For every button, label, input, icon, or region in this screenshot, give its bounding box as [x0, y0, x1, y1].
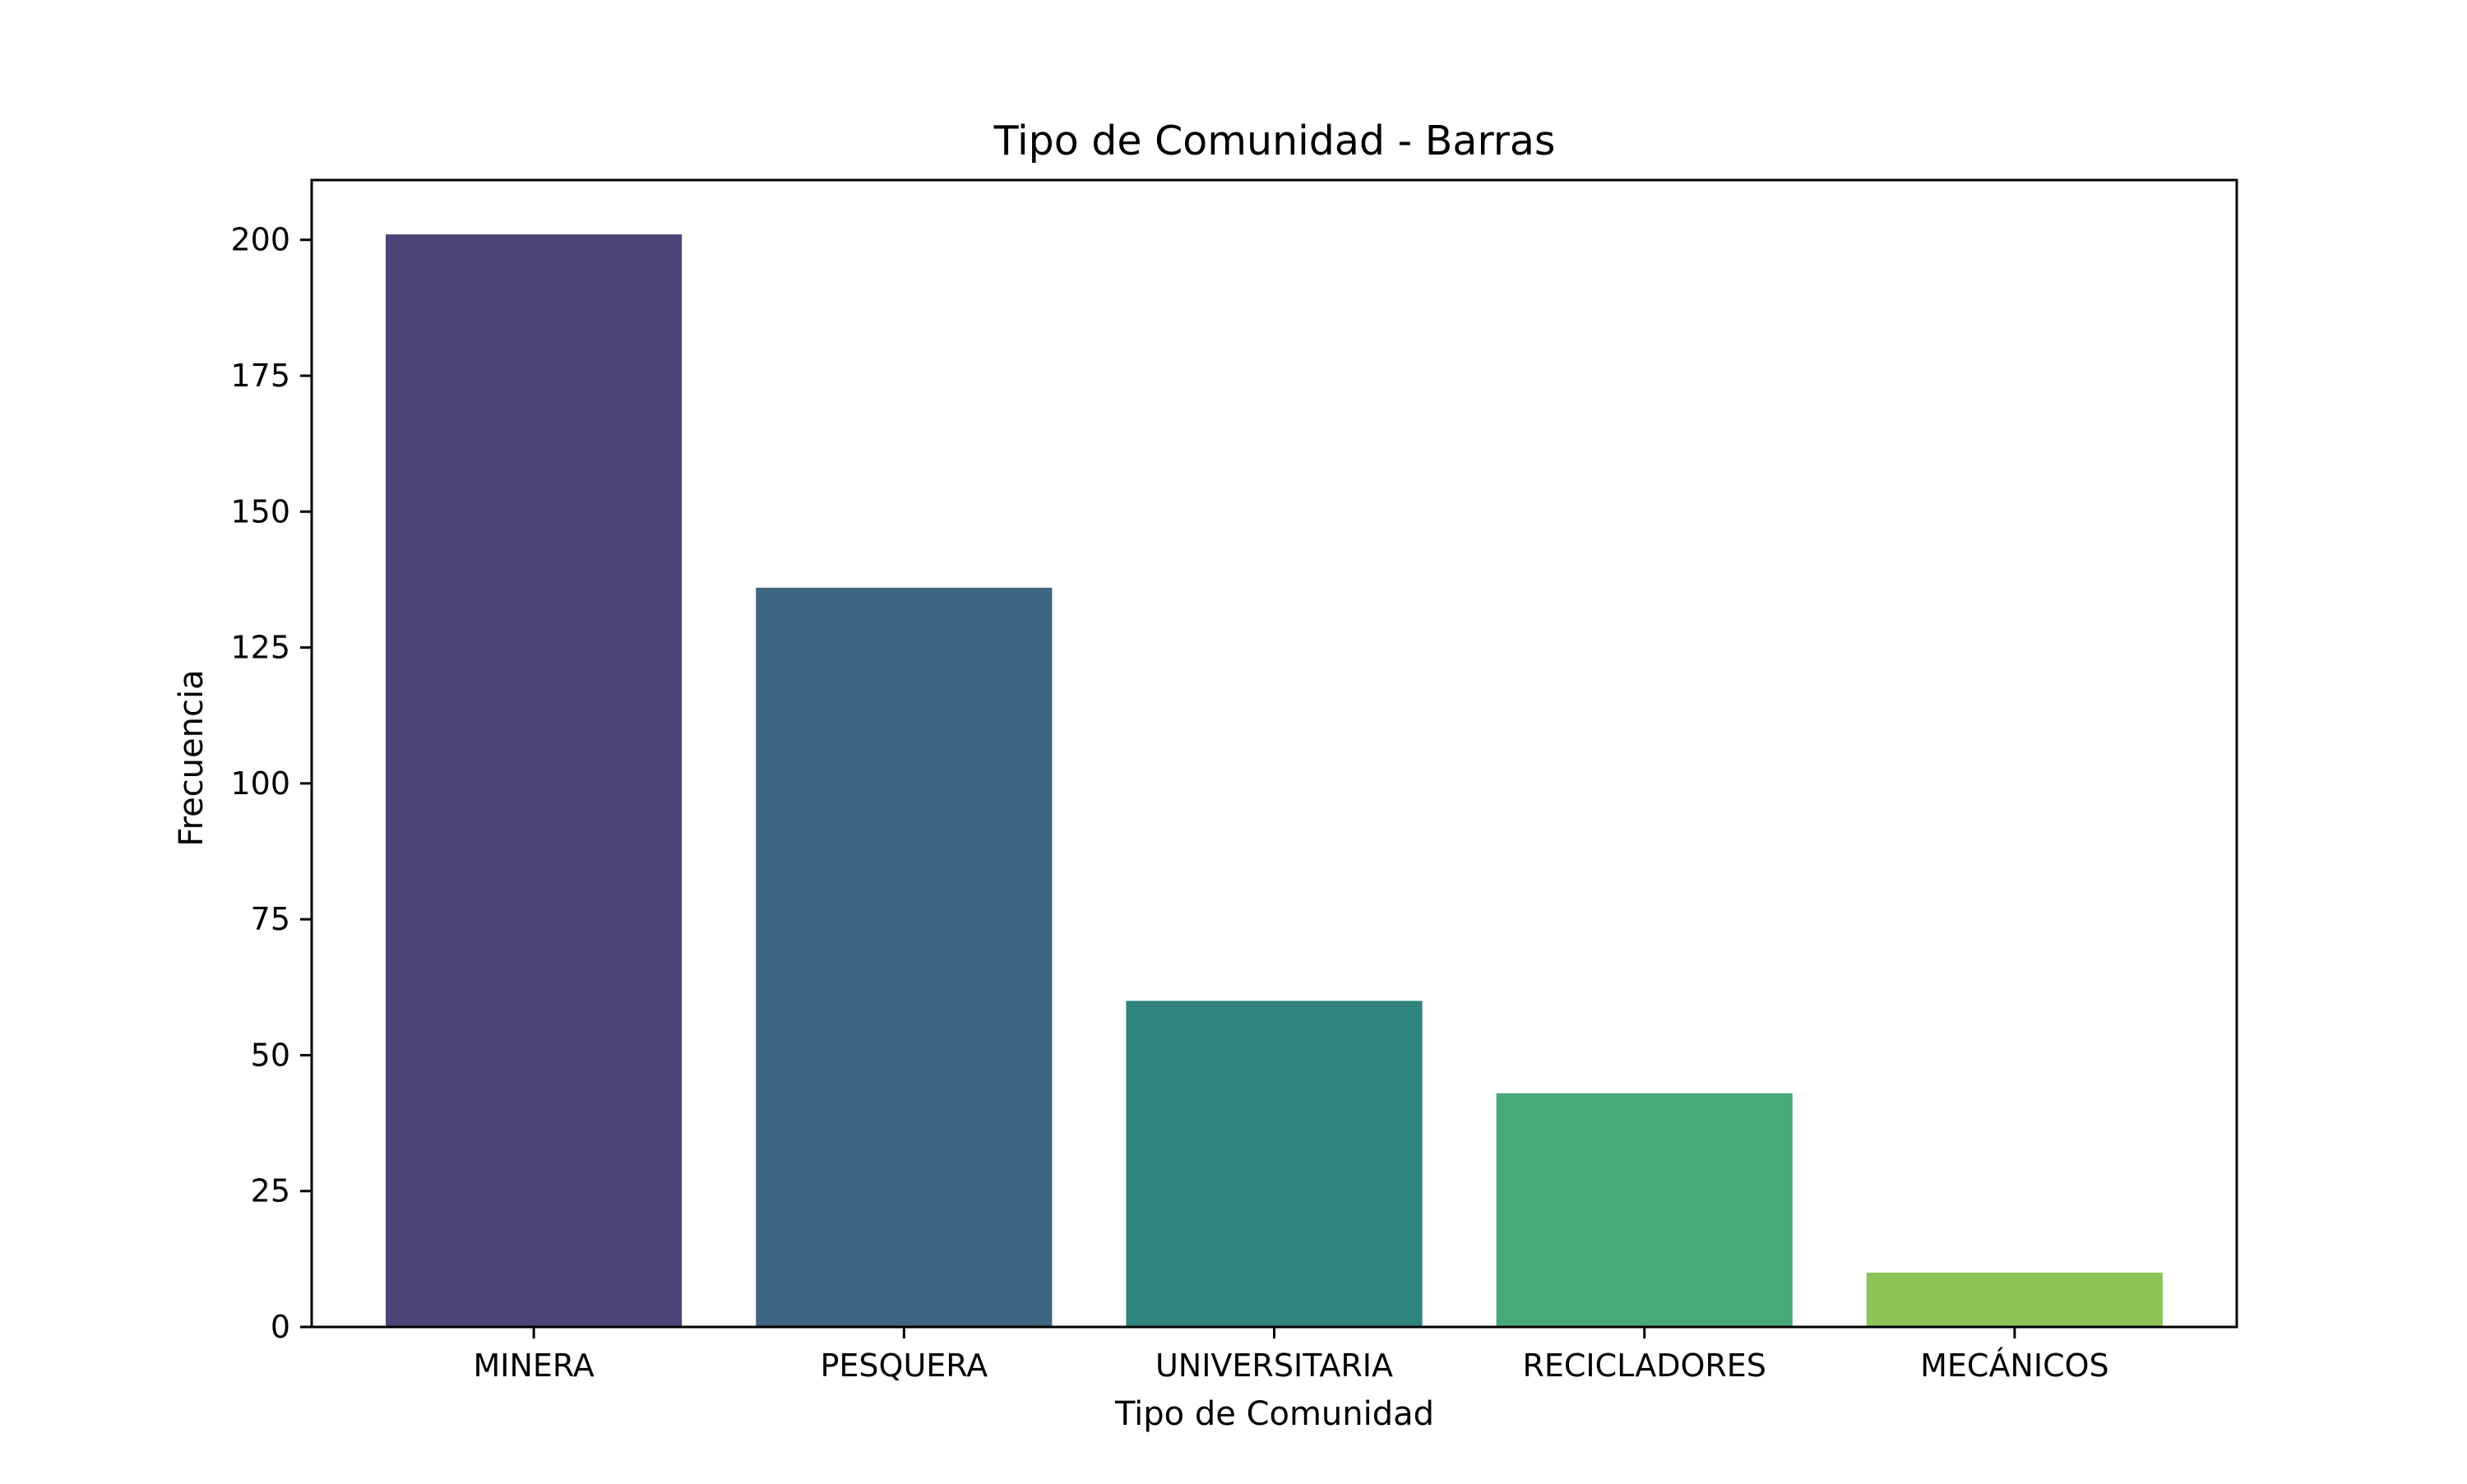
x-axis-label: Tipo de Comunidad — [1114, 1395, 1434, 1433]
bar-minera — [386, 234, 683, 1327]
x-tick-label: MECÁNICOS — [1920, 1348, 2109, 1384]
y-tick-label: 25 — [251, 1173, 290, 1209]
y-tick-label: 75 — [251, 901, 290, 937]
y-tick-label: 200 — [230, 222, 290, 258]
chart-title: Tipo de Comunidad - Barras — [993, 118, 1556, 164]
x-axis: MINERA PESQUERA UNIVERSITARIA RECICLADORES M… — [473, 1327, 2109, 1384]
plot-frame — [310, 178, 2238, 1329]
x-tick-label: PESQUERA — [820, 1348, 988, 1384]
y-axis: 0 25 50 75 100 125 150 175 200 — [230, 222, 312, 1345]
x-tick-label: MINERA — [473, 1348, 594, 1384]
y-tick-label: 0 — [271, 1309, 290, 1345]
bar-recicladores — [1496, 1093, 1793, 1327]
bars-layer — [386, 234, 2163, 1327]
y-tick-label: 125 — [230, 630, 290, 666]
bar-mecánicos — [1866, 1272, 2163, 1327]
x-tick-label: UNIVERSITARIA — [1155, 1348, 1393, 1384]
y-tick-label: 150 — [230, 493, 290, 529]
y-tick-label: 50 — [251, 1037, 290, 1073]
y-tick-label: 100 — [230, 765, 290, 802]
x-tick-label: RECICLADORES — [1522, 1348, 1766, 1384]
bar-pesquera — [756, 587, 1053, 1327]
bar-universitaria — [1126, 1001, 1423, 1327]
y-tick-label: 175 — [230, 358, 290, 394]
y-axis-label: Frecuencia — [173, 669, 211, 846]
